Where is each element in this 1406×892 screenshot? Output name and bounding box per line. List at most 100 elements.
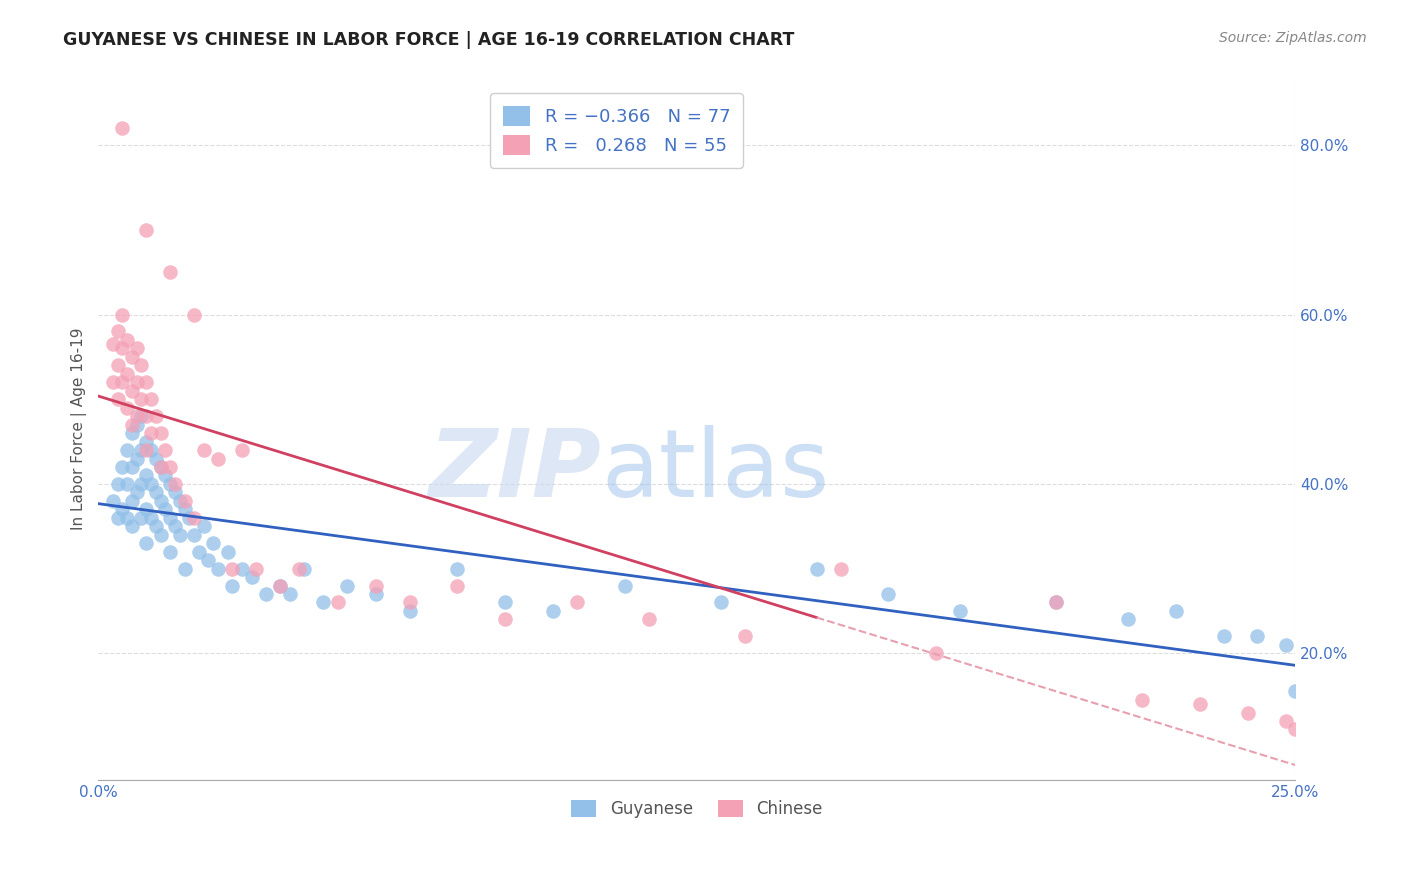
Point: [115, 477, 138, 491]
Point: [494, 595, 516, 609]
Point: [1284, 723, 1306, 737]
Point: [125, 376, 148, 390]
Point: [173, 561, 195, 575]
Point: [231, 443, 253, 458]
Point: [111, 342, 134, 356]
Point: [159, 510, 181, 524]
Y-axis label: In Labor Force | Age 16-19: In Labor Force | Age 16-19: [72, 327, 87, 530]
Point: [149, 493, 172, 508]
Point: [145, 485, 167, 500]
Point: [163, 477, 186, 491]
Point: [163, 485, 186, 500]
Point: [638, 612, 661, 626]
Point: [193, 443, 215, 458]
Text: atlas: atlas: [602, 425, 830, 517]
Point: [131, 477, 153, 491]
Point: [121, 350, 143, 364]
Point: [131, 392, 153, 407]
Point: [107, 392, 129, 407]
Point: [197, 553, 219, 567]
Point: [877, 587, 900, 601]
Point: [1045, 595, 1067, 609]
Point: [115, 401, 138, 415]
Point: [135, 443, 157, 458]
Point: [121, 493, 143, 508]
Point: [187, 544, 209, 558]
Point: [121, 417, 143, 432]
Point: [135, 468, 157, 483]
Point: [221, 578, 243, 592]
Point: [1164, 604, 1187, 618]
Point: [326, 595, 349, 609]
Point: [221, 561, 243, 575]
Point: [139, 392, 162, 407]
Point: [115, 333, 138, 347]
Point: [734, 629, 756, 643]
Point: [155, 502, 177, 516]
Point: [111, 376, 134, 390]
Point: [139, 477, 162, 491]
Point: [125, 409, 148, 424]
Point: [101, 337, 124, 351]
Point: [111, 308, 134, 322]
Point: [949, 604, 972, 618]
Point: [1236, 706, 1258, 720]
Point: [541, 604, 564, 618]
Point: [135, 376, 157, 390]
Point: [364, 587, 387, 601]
Point: [159, 460, 181, 475]
Point: [231, 561, 253, 575]
Point: [269, 578, 291, 592]
Text: Source: ZipAtlas.com: Source: ZipAtlas.com: [1219, 31, 1367, 45]
Point: [149, 426, 172, 441]
Point: [131, 359, 153, 373]
Point: [121, 384, 143, 398]
Point: [135, 223, 157, 237]
Point: [183, 510, 205, 524]
Point: [131, 409, 153, 424]
Point: [207, 451, 229, 466]
Point: [135, 434, 157, 449]
Point: [125, 485, 148, 500]
Point: [312, 595, 335, 609]
Point: [121, 519, 143, 533]
Point: [149, 527, 172, 541]
Text: GUYANESE VS CHINESE IN LABOR FORCE | AGE 16-19 CORRELATION CHART: GUYANESE VS CHINESE IN LABOR FORCE | AGE…: [63, 31, 794, 49]
Point: [173, 493, 195, 508]
Point: [1284, 684, 1306, 698]
Point: [107, 510, 129, 524]
Point: [121, 426, 143, 441]
Point: [1246, 629, 1268, 643]
Point: [254, 587, 277, 601]
Point: [806, 561, 828, 575]
Point: [159, 265, 181, 279]
Point: [446, 578, 468, 592]
Point: [159, 544, 181, 558]
Point: [125, 342, 148, 356]
Point: [145, 519, 167, 533]
Point: [183, 527, 205, 541]
Point: [292, 561, 315, 575]
Point: [111, 121, 134, 136]
Point: [155, 443, 177, 458]
Point: [446, 561, 468, 575]
Point: [245, 561, 267, 575]
Text: ZIP: ZIP: [429, 425, 602, 517]
Point: [107, 359, 129, 373]
Point: [107, 325, 129, 339]
Point: [830, 561, 852, 575]
Point: [139, 426, 162, 441]
Point: [494, 612, 516, 626]
Point: [107, 477, 129, 491]
Point: [115, 510, 138, 524]
Point: [125, 451, 148, 466]
Point: [135, 502, 157, 516]
Point: [202, 536, 225, 550]
Point: [269, 578, 291, 592]
Point: [163, 519, 186, 533]
Point: [1188, 697, 1211, 711]
Point: [135, 536, 157, 550]
Point: [115, 367, 138, 381]
Point: [364, 578, 387, 592]
Point: [111, 502, 134, 516]
